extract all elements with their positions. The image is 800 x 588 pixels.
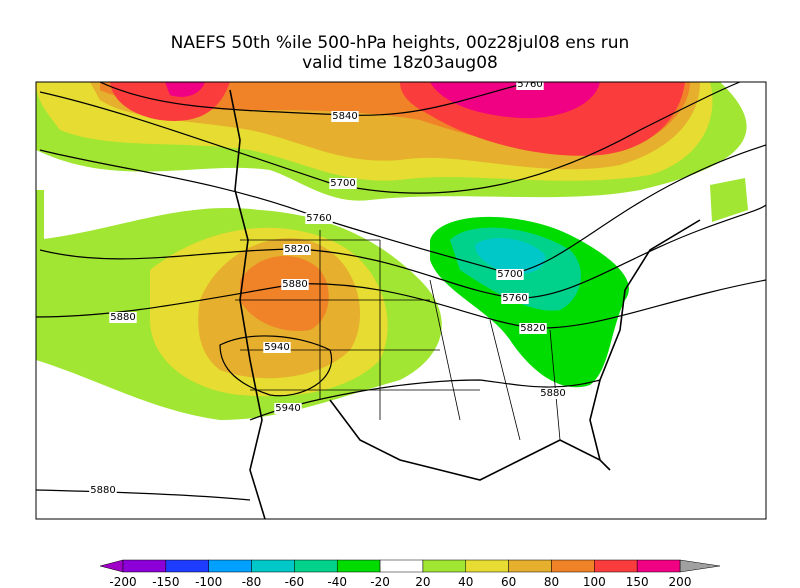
contour-label: 5760 [502,293,527,304]
colorbar-box [208,559,252,573]
colorbar-label: 80 [544,575,559,588]
contour-label-box [519,323,547,334]
colorbar-label: -80 [242,575,262,588]
colorbar-box [422,559,467,573]
contour-label: 5700 [497,269,522,280]
contour-label: 5820 [284,244,309,255]
colorbar-under [99,559,124,573]
contour-label-box [329,178,357,189]
contour-label: 5700 [330,178,355,189]
colorbar-label: 100 [583,575,606,588]
colorbar-box [465,559,509,573]
contour-label: 5880 [540,388,565,399]
colorbar-box [165,559,209,573]
contour-label: 5880 [110,312,135,323]
contour-label-box [109,312,137,323]
colorbar-box [379,559,424,573]
contour-label-box [274,403,302,414]
contour-label-box [281,279,309,290]
colorbar-label: -20 [370,575,390,588]
colorbar-label: -60 [285,575,305,588]
colorbar-box [508,559,552,573]
contour-label: 5880 [90,485,115,496]
subtitle: valid time 18z03aug08 [302,53,498,73]
colorbar-label: -150 [152,575,179,588]
colorbar-over [679,559,721,573]
map-area: 5760 5840 5700 5760 5820 5880 5700 5760 … [36,79,766,519]
colorbar-box [636,559,681,573]
colorbar-label: -200 [109,575,136,588]
title: NAEFS 50th %ile 500-hPa heights, 00z28ju… [171,33,630,53]
colorbar: -200 -150 -100 -80 -60 -40 -20 20 40 60 80 100 150 20… [99,559,721,588]
colorbar-label: -40 [327,575,347,588]
contour-label-box [89,485,117,496]
contour-label: 5840 [332,111,357,122]
colorbar-label: 150 [626,575,649,588]
contour-label-box [283,244,311,255]
contour-label: 5820 [520,323,545,334]
map-frame [35,81,767,520]
contour-label: 5940 [275,403,300,414]
contour-label-box [496,269,524,280]
contour-label-box [539,388,567,399]
colorbar-box [251,559,295,573]
colorbar-label: 60 [501,575,516,588]
colorbar-box [336,559,381,573]
contour-label: 5940 [264,342,289,353]
contour-label-box [305,213,333,224]
colorbar-box [551,559,595,573]
colorbar-box [294,559,338,573]
contour-label-box [516,82,544,90]
contour-labels: 5760 5840 5700 5760 5820 5880 5700 5760 … [89,79,567,496]
colorbar-label: 20 [415,575,430,588]
contour-label-box [331,111,359,122]
colorbar-label: 40 [458,575,473,588]
colorbar-box [594,559,638,573]
contour-label: 5760 [517,79,542,90]
colorbar-label: -100 [195,575,222,588]
colorbar-box [122,559,167,573]
contour-label-box [501,293,529,304]
contour-label: 5880 [282,279,307,290]
contour-label: 5760 [306,213,331,224]
colorbar-label: 200 [669,575,692,588]
contour-label-box [263,342,291,353]
